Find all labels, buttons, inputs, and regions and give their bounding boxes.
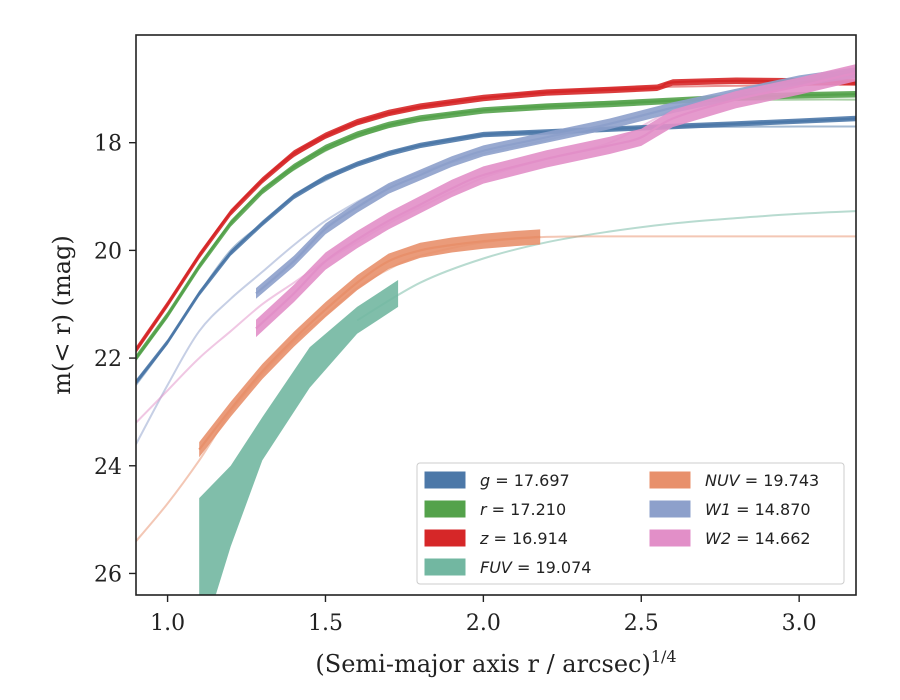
legend-item-r: r = 17.210 — [424, 500, 566, 519]
legend-swatch — [649, 471, 691, 489]
legend-label: z = 16.914 — [479, 529, 568, 548]
y-tick-label: 26 — [94, 562, 122, 587]
profile-band-z — [136, 77, 856, 354]
profile-band-nuv — [199, 229, 541, 458]
x-axis-label-sup: 1/4 — [651, 647, 677, 666]
profile-band-fuv — [199, 280, 399, 595]
y-tick-label: 22 — [94, 347, 122, 372]
legend: g = 17.697 r = 17.210 z = 16.914 FUV = 19.0… — [416, 462, 845, 585]
legend-item-nuv: NUV = 19.743 — [649, 471, 819, 490]
legend-item-g: g = 17.697 — [424, 471, 570, 490]
legend-swatch — [424, 500, 466, 518]
legend-swatch — [649, 500, 691, 518]
y-tick-label: 18 — [94, 132, 122, 157]
legend-label: g = 17.697 — [480, 471, 570, 490]
profile-line-nuv — [198, 235, 541, 451]
profile-line-g — [136, 117, 856, 383]
legend-swatch — [424, 471, 466, 489]
y-tick-label: 20 — [94, 239, 122, 264]
legend-label: W1 = 14.870 — [705, 500, 811, 519]
legend-item-w2: W2 = 14.662 — [649, 529, 811, 548]
x-tick-label: 2.5 — [624, 611, 659, 636]
legend-swatch — [424, 529, 466, 547]
legend-item-z: z = 16.914 — [424, 529, 568, 548]
y-axis-label: m(< r) (mag) — [48, 235, 76, 394]
legend-label: NUV = 19.743 — [705, 471, 819, 490]
legend-item-w1: W1 = 14.870 — [649, 500, 811, 519]
profile-line-z — [136, 79, 856, 351]
legend-swatch — [649, 529, 691, 547]
x-tick-label: 1.5 — [308, 611, 343, 636]
legend-label: FUV = 19.074 — [480, 558, 591, 577]
legend-box — [416, 462, 845, 585]
plot-frame — [135, 34, 857, 596]
x-tick-label: 1.0 — [150, 611, 185, 636]
y-tick-label: 24 — [94, 455, 122, 480]
legend-label: W2 = 14.662 — [705, 529, 811, 548]
legend-item-fuv: FUV = 19.074 — [424, 558, 591, 577]
profile-band-w2 — [256, 64, 856, 338]
axis-layer: 1.0 1.5 2.0 2.5 3.0 18 20 22 24 26 — [94, 132, 817, 636]
profile-band-g — [136, 115, 856, 386]
profile-line-w2 — [255, 71, 856, 330]
legend-swatch — [424, 558, 466, 576]
series-layer — [136, 64, 856, 595]
legend-label: r = 17.210 — [480, 500, 566, 519]
profile-band-w1 — [256, 67, 856, 299]
fit-curve-fuv — [356, 210, 856, 322]
x-tick-label: 3.0 — [782, 611, 817, 636]
x-axis-label: (Semi-major axis r / arcsec)1/4 — [315, 647, 676, 678]
x-tick-label: 2.0 — [466, 611, 501, 636]
